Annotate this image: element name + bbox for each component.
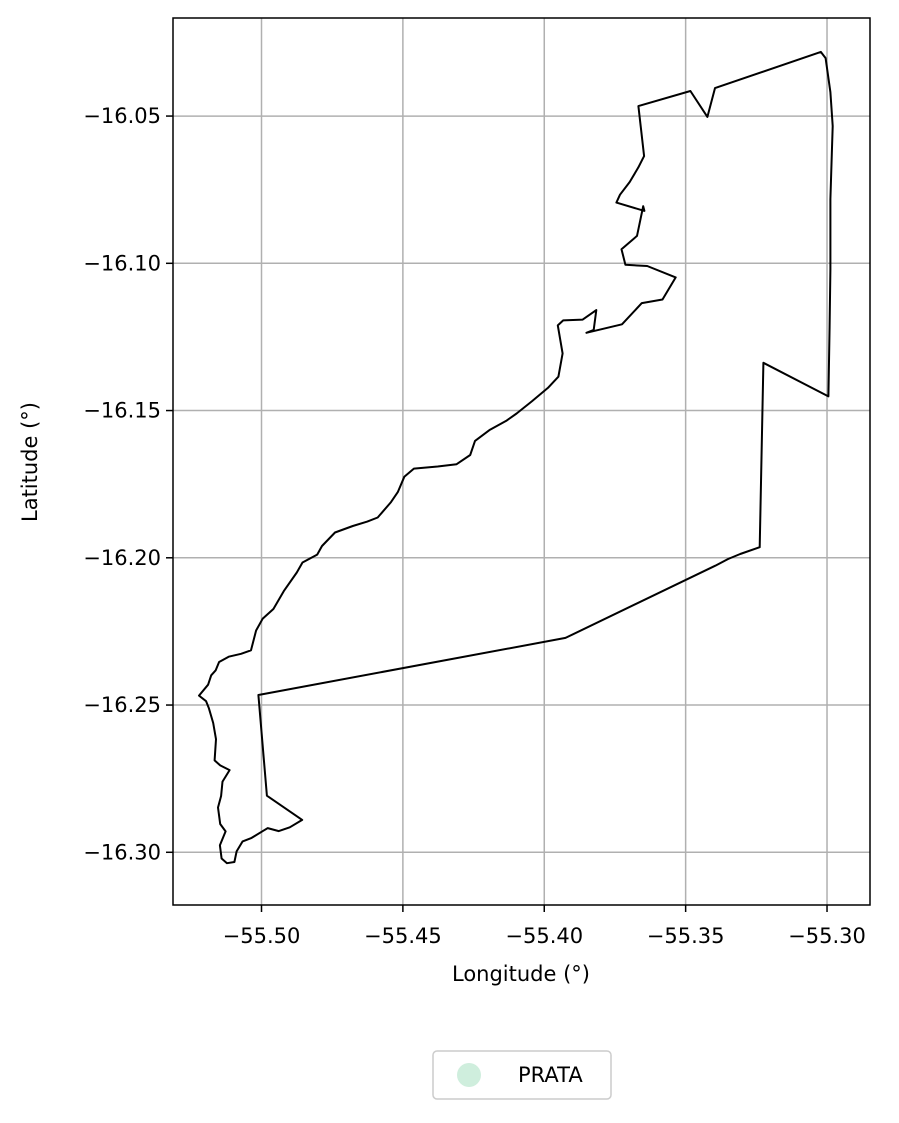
y-tick-label-2: −16.15 bbox=[83, 399, 161, 423]
x-tick-label-3: −55.35 bbox=[647, 924, 725, 948]
legend-label-prata: PRATA bbox=[518, 1063, 583, 1087]
legend: PRATA bbox=[432, 1050, 612, 1100]
legend-swatch-prata bbox=[457, 1063, 481, 1087]
y-tick-label-4: −16.25 bbox=[83, 693, 161, 717]
y-tick-label-5: −16.30 bbox=[83, 840, 161, 864]
y-tick-label-3: −16.20 bbox=[83, 546, 161, 570]
y-axis-ticks: −16.05 −16.10 −16.15 −16.20 −16.25 −16.30 bbox=[83, 104, 173, 864]
legend-frame bbox=[432, 1050, 612, 1100]
prata-boundary-outline bbox=[198, 50, 834, 865]
x-axis-ticks: −55.50 −55.45 −55.40 −55.35 −55.30 bbox=[223, 905, 866, 948]
x-tick-label-2: −55.40 bbox=[505, 924, 583, 948]
y-tick-label-0: −16.05 bbox=[83, 104, 161, 128]
plot-area-frame bbox=[172, 17, 871, 906]
x-tick-label-1: −55.45 bbox=[364, 924, 442, 948]
y-tick-label-1: −16.10 bbox=[83, 251, 161, 275]
y-axis-label: Latitude (°) bbox=[18, 402, 42, 522]
x-tick-label-0: −55.50 bbox=[223, 924, 301, 948]
grid-lines bbox=[173, 18, 870, 905]
x-tick-label-4: −55.30 bbox=[788, 924, 866, 948]
x-axis-label: Longitude (°) bbox=[452, 962, 590, 986]
